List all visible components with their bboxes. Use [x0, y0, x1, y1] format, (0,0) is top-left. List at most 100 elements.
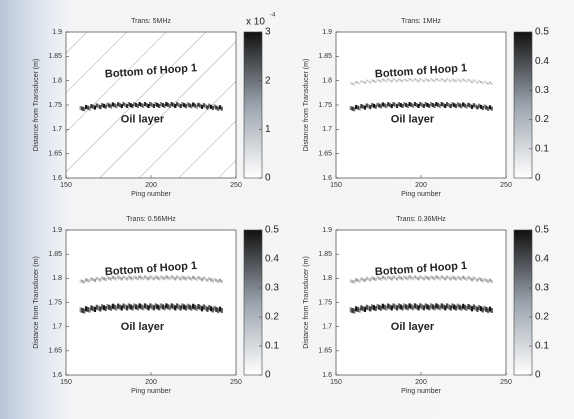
- echo: [351, 106, 354, 111]
- echo: [129, 304, 132, 310]
- echo: [151, 304, 154, 310]
- echo: [170, 275, 173, 279]
- echo: [449, 277, 452, 281]
- echo: [431, 304, 434, 310]
- colorbar-tick-label: 0.4: [535, 254, 549, 265]
- echo: [184, 305, 188, 311]
- echo: [454, 104, 458, 109]
- echo: [353, 83, 356, 86]
- echo: [177, 103, 180, 108]
- echo: [488, 81, 492, 84]
- echo: [474, 80, 477, 83]
- echo: [374, 80, 377, 83]
- echo: [451, 303, 454, 309]
- echo: [154, 303, 157, 309]
- echo: [367, 80, 370, 83]
- echo: [454, 80, 458, 83]
- echo: [485, 278, 488, 282]
- echo: [104, 278, 107, 282]
- echo: [92, 278, 95, 282]
- colorbar-tick-label: 0: [535, 173, 541, 184]
- echo: [165, 275, 168, 279]
- echo: [445, 78, 449, 81]
- echo: [200, 278, 204, 282]
- echo: [138, 303, 141, 309]
- y-axis-label: Distance from Transducer (m): [303, 59, 310, 152]
- echo: [108, 304, 111, 310]
- echo: [396, 104, 399, 109]
- colorbar-tick-label: 0: [535, 370, 541, 381]
- echo: [111, 102, 114, 107]
- echo: [488, 306, 492, 312]
- y-tick-label: 1.7: [52, 126, 62, 133]
- echo: [215, 105, 218, 110]
- annotation: Oil layer: [121, 321, 165, 333]
- echo: [354, 81, 358, 84]
- echo: [483, 305, 486, 311]
- echo: [440, 102, 443, 107]
- echo: [104, 306, 107, 312]
- echo: [195, 277, 198, 281]
- echo: [124, 304, 127, 310]
- echo: [199, 103, 202, 108]
- echo: [115, 104, 118, 109]
- echo: [467, 304, 470, 310]
- echo: [381, 102, 384, 107]
- echo: [209, 278, 213, 282]
- echo: [422, 104, 425, 108]
- echo: [354, 104, 358, 109]
- echo: [106, 303, 109, 309]
- echo: [485, 105, 488, 110]
- echo: [417, 104, 420, 109]
- x-axis-label: Ping number: [131, 388, 171, 395]
- echo: [458, 276, 461, 280]
- echo: [351, 82, 354, 85]
- echo: [143, 303, 147, 309]
- echo: [458, 304, 461, 310]
- echo: [81, 307, 84, 313]
- echo: [385, 104, 388, 109]
- echo: [215, 306, 218, 312]
- echo: [410, 304, 413, 310]
- echo: [438, 104, 442, 109]
- x-tick-label: 150: [60, 182, 72, 189]
- echo: [429, 275, 433, 279]
- echo: [476, 81, 479, 84]
- echo: [472, 79, 475, 82]
- echo: [390, 80, 393, 83]
- echo: [183, 304, 186, 310]
- echo: [109, 277, 113, 281]
- echo: [449, 305, 452, 311]
- echo: [158, 104, 161, 109]
- echo: [220, 307, 223, 313]
- echo: [129, 276, 132, 280]
- echo: [428, 104, 431, 109]
- echo: [95, 304, 98, 310]
- echo: [151, 103, 154, 107]
- echo: [159, 275, 163, 279]
- echo: [483, 277, 486, 281]
- echo: [426, 103, 429, 108]
- echo: [84, 104, 88, 109]
- echo: [99, 105, 102, 110]
- echo: [463, 79, 467, 82]
- echo: [101, 102, 104, 107]
- echo: [92, 104, 95, 109]
- echo: [453, 103, 456, 108]
- echo: [127, 275, 130, 279]
- echo: [84, 306, 88, 312]
- echo: [220, 279, 223, 283]
- echo: [199, 277, 202, 281]
- echo: [168, 305, 172, 311]
- y-tick-label: 1.7: [322, 126, 332, 133]
- echo: [460, 277, 463, 281]
- x-tick-label: 200: [145, 379, 157, 386]
- echo: [362, 306, 365, 312]
- echo: [467, 102, 470, 107]
- echo: [399, 103, 402, 108]
- echo: [410, 276, 413, 280]
- echo: [349, 105, 352, 110]
- echo: [383, 103, 386, 108]
- echo: [465, 277, 468, 281]
- echo: [426, 79, 429, 82]
